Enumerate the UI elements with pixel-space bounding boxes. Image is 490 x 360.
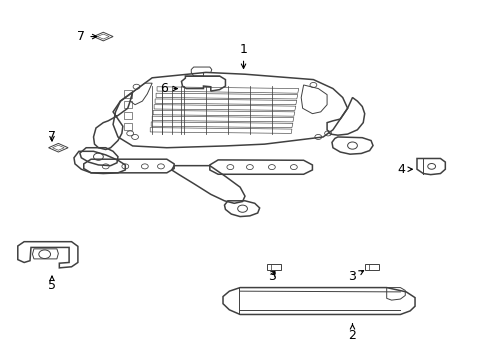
Text: 7: 7 (77, 30, 97, 43)
Text: 6: 6 (160, 82, 177, 95)
Text: 7: 7 (48, 130, 56, 144)
Text: 3: 3 (348, 270, 364, 283)
Text: 3: 3 (268, 270, 276, 283)
Text: 1: 1 (240, 42, 247, 68)
Text: 2: 2 (348, 324, 356, 342)
Text: 5: 5 (48, 276, 56, 292)
Text: 4: 4 (397, 163, 412, 176)
